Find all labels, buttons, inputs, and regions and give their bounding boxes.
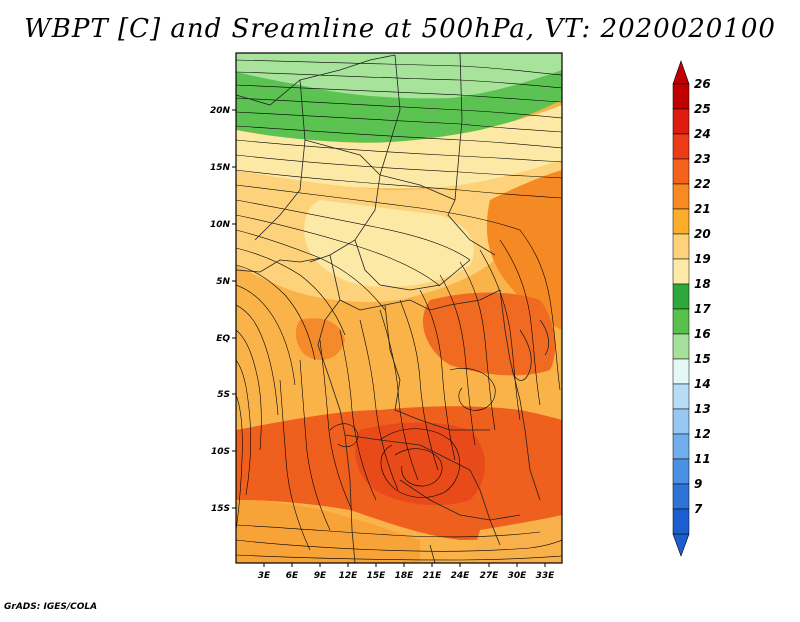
wbpt-field xyxy=(236,53,562,563)
lon-label: 9E xyxy=(314,571,327,581)
colorbar-label: 21 xyxy=(694,202,711,216)
colorbar-swatch xyxy=(672,108,690,135)
lat-axis: 20N 15N 10N 5N EQ 5S 10S 15S xyxy=(210,106,236,514)
colorbar-label: 16 xyxy=(694,327,711,341)
colorbar-swatch xyxy=(672,458,690,485)
lon-label: 18E xyxy=(395,571,415,581)
grads-credit: GrADS: IGES/COLA xyxy=(4,602,98,612)
lat-label: 10N xyxy=(210,220,231,230)
colorbar-swatch xyxy=(672,258,690,285)
colorbar-label: 15 xyxy=(694,352,711,366)
colorbar-label: 9 xyxy=(694,477,702,491)
lon-label: 12E xyxy=(339,571,359,581)
colorbar-label: 19 xyxy=(694,252,711,266)
country-borders xyxy=(236,53,550,563)
colorbar-label: 13 xyxy=(694,402,711,416)
lon-axis: 3E 6E 9E 12E 15E 18E 21E 24E 27E 30E 33E xyxy=(258,563,555,581)
colorbar: 26 25 24 23 22 21 20 19 18 17 16 15 14 13 12 11 9 7 xyxy=(672,60,711,557)
colorbar-swatch xyxy=(672,358,690,385)
colorbar-label: 22 xyxy=(694,177,711,191)
lat-label: 15S xyxy=(211,504,230,514)
colorbar-swatch xyxy=(672,308,690,335)
lon-label: 33E xyxy=(536,571,556,581)
map-title: WBPT [C] and Sreamline at 500hPa, VT: 20… xyxy=(24,14,776,44)
colorbar-label: 14 xyxy=(694,377,711,391)
colorbar-swatch xyxy=(672,283,690,310)
lat-label: 15N xyxy=(210,163,231,173)
colorbar-swatch xyxy=(672,183,690,210)
colorbar-swatch xyxy=(672,433,690,460)
lon-label: 24E xyxy=(451,571,471,581)
colorbar-swatch xyxy=(672,83,690,110)
colorbar-label: 11 xyxy=(694,452,711,466)
colorbar-swatch xyxy=(672,383,690,410)
colorbar-top-arrow xyxy=(672,60,690,85)
lat-label: 5S xyxy=(217,390,230,400)
lat-label: 10S xyxy=(211,447,230,457)
colorbar-swatch xyxy=(672,208,690,235)
lat-label: 5N xyxy=(216,277,230,287)
colorbar-label: 24 xyxy=(694,127,711,141)
colorbar-label: 26 xyxy=(694,77,711,91)
lat-label: 20N xyxy=(210,106,231,116)
colorbar-swatch xyxy=(672,333,690,360)
colorbar-label: 7 xyxy=(694,502,703,516)
colorbar-swatch xyxy=(672,483,690,510)
lat-label: EQ xyxy=(216,334,230,344)
map-frame xyxy=(235,52,563,564)
colorbar-label: 17 xyxy=(694,302,711,316)
colorbar-swatch xyxy=(672,158,690,185)
lon-label: 15E xyxy=(367,571,387,581)
colorbar-label: 18 xyxy=(694,277,711,291)
colorbar-bottom-arrow xyxy=(672,533,690,557)
colorbar-swatch xyxy=(672,133,690,160)
colorbar-swatch xyxy=(672,408,690,435)
colorbar-swatch xyxy=(672,508,690,535)
colorbar-label: 25 xyxy=(694,102,711,116)
lon-label: 30E xyxy=(508,571,528,581)
streamlines xyxy=(236,59,562,561)
colorbar-label: 20 xyxy=(694,227,711,241)
colorbar-swatch xyxy=(672,233,690,260)
lon-label: 6E xyxy=(286,571,299,581)
lon-label: 27E xyxy=(480,571,500,581)
lon-label: 3E xyxy=(258,571,271,581)
colorbar-label: 12 xyxy=(694,427,711,441)
colorbar-label: 23 xyxy=(694,152,711,166)
lon-label: 21E xyxy=(423,571,443,581)
